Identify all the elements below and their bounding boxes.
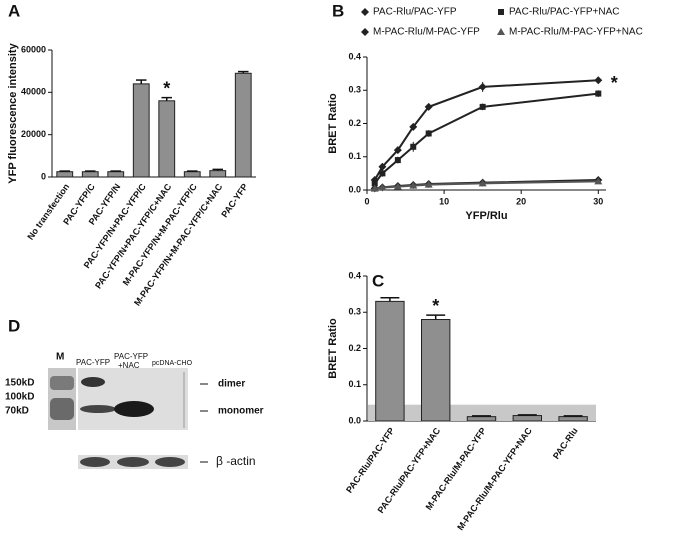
x-tick-label: PAC-Rlu (551, 426, 580, 461)
bar (56, 171, 74, 178)
bar (183, 171, 201, 178)
size-label: 100kD (5, 392, 34, 403)
y-tick-label: 0.2 (348, 343, 361, 353)
point (424, 180, 433, 188)
point (595, 90, 602, 97)
bar (421, 319, 451, 422)
bar (466, 416, 497, 422)
point (393, 146, 402, 155)
legend-marker (498, 9, 504, 15)
bar (81, 171, 99, 178)
point (478, 82, 487, 91)
y-tick-label: 0.0 (348, 415, 361, 425)
bar (107, 171, 125, 178)
bar (512, 415, 542, 422)
y-tick-label: 0.4 (348, 51, 361, 61)
lane-label: PAC-YFP (114, 352, 148, 361)
marker-band (50, 398, 74, 420)
y-axis-label: YFP fluorescence intensity (7, 42, 19, 183)
annotation: * (432, 296, 439, 316)
y-tick-label: 0 (41, 171, 46, 181)
legend-label: M-PAC-Rlu/M-PAC-YFP+NAC (509, 27, 643, 38)
panel-label: D (8, 316, 20, 335)
point (370, 184, 379, 192)
x-tick-label: 20 (516, 196, 526, 206)
series-line (373, 79, 599, 181)
point (425, 130, 432, 137)
legend-label: M-PAC-Rlu/M-PAC-YFP (373, 27, 480, 38)
y-tick-label: 20000 (21, 129, 46, 139)
point (409, 181, 418, 189)
point (424, 102, 433, 111)
band (80, 457, 110, 467)
point (410, 143, 417, 150)
y-tick-label: 0.3 (348, 85, 361, 95)
y-axis-label: BRET Ratio (327, 318, 339, 379)
panel-label: A (8, 1, 20, 20)
y-tick-label: 0.0 (348, 184, 361, 194)
x-tick-label: 30 (593, 196, 603, 206)
lane-label: PAC-YFP (76, 358, 110, 367)
blot-panel: D M PAC-YFP PAC-YFP +NAC pcDNA-CHO 150kD… (5, 316, 264, 469)
bar (558, 416, 588, 422)
marker-lane-label: M (56, 352, 64, 363)
band (81, 377, 105, 387)
band-label: monomer (218, 406, 264, 417)
marker-band (50, 376, 74, 390)
band (80, 405, 116, 413)
legend-marker (361, 28, 369, 36)
bar (132, 83, 150, 178)
point (478, 179, 487, 187)
x-tick-label: PAC-Rlu/PAC-YFP (344, 426, 396, 495)
y-tick-label: 0.4 (348, 270, 361, 280)
size-label: 150kD (5, 378, 34, 389)
point (371, 180, 378, 187)
annotation: * (163, 78, 170, 98)
panel-label: C (372, 271, 384, 290)
bar (234, 72, 252, 178)
legend-label: PAC-Rlu/PAC-YFP+NAC (509, 7, 619, 18)
point (479, 103, 486, 110)
point (594, 76, 603, 85)
lane-label: pcDNA-CHO (152, 360, 193, 367)
x-tick-label: M-PAC-Rlu/M-PAC-YFP+NAC (455, 425, 534, 532)
series-line (374, 180, 599, 190)
y-tick-label: 0.2 (348, 118, 361, 128)
y-tick-label: 0.1 (348, 379, 361, 389)
point (594, 177, 603, 185)
point (378, 183, 387, 191)
bar (375, 300, 405, 422)
y-tick-label: 0.3 (348, 307, 361, 317)
point (409, 122, 418, 131)
size-label: 70kD (5, 406, 29, 417)
x-tick-label: No transfection (25, 182, 71, 242)
legend-marker (361, 8, 369, 16)
y-axis-label: BRET Ratio (327, 93, 339, 154)
bar (158, 100, 176, 178)
point (394, 157, 401, 164)
y-tick-label: 40000 (21, 87, 46, 97)
point (393, 182, 402, 190)
x-tick-label: 0 (364, 196, 369, 206)
x-tick-label: 10 (439, 196, 449, 206)
band (117, 457, 149, 467)
point (379, 170, 386, 177)
panel-label: B (332, 1, 344, 20)
band (114, 401, 154, 417)
band-label: dimer (218, 379, 245, 390)
series-line (373, 92, 599, 184)
point (378, 162, 387, 171)
annotation: * (611, 73, 618, 93)
bar (209, 170, 227, 178)
legend-label: PAC-Rlu/PAC-YFP (373, 7, 457, 18)
lane-label: +NAC (118, 361, 140, 370)
y-tick-label: 60000 (21, 44, 46, 54)
legend-marker (497, 28, 505, 35)
loading-label: β -actin (216, 454, 256, 468)
y-tick-label: 0.1 (348, 151, 361, 161)
band (155, 457, 185, 467)
x-axis-label: YFP/Rlu (465, 210, 507, 222)
